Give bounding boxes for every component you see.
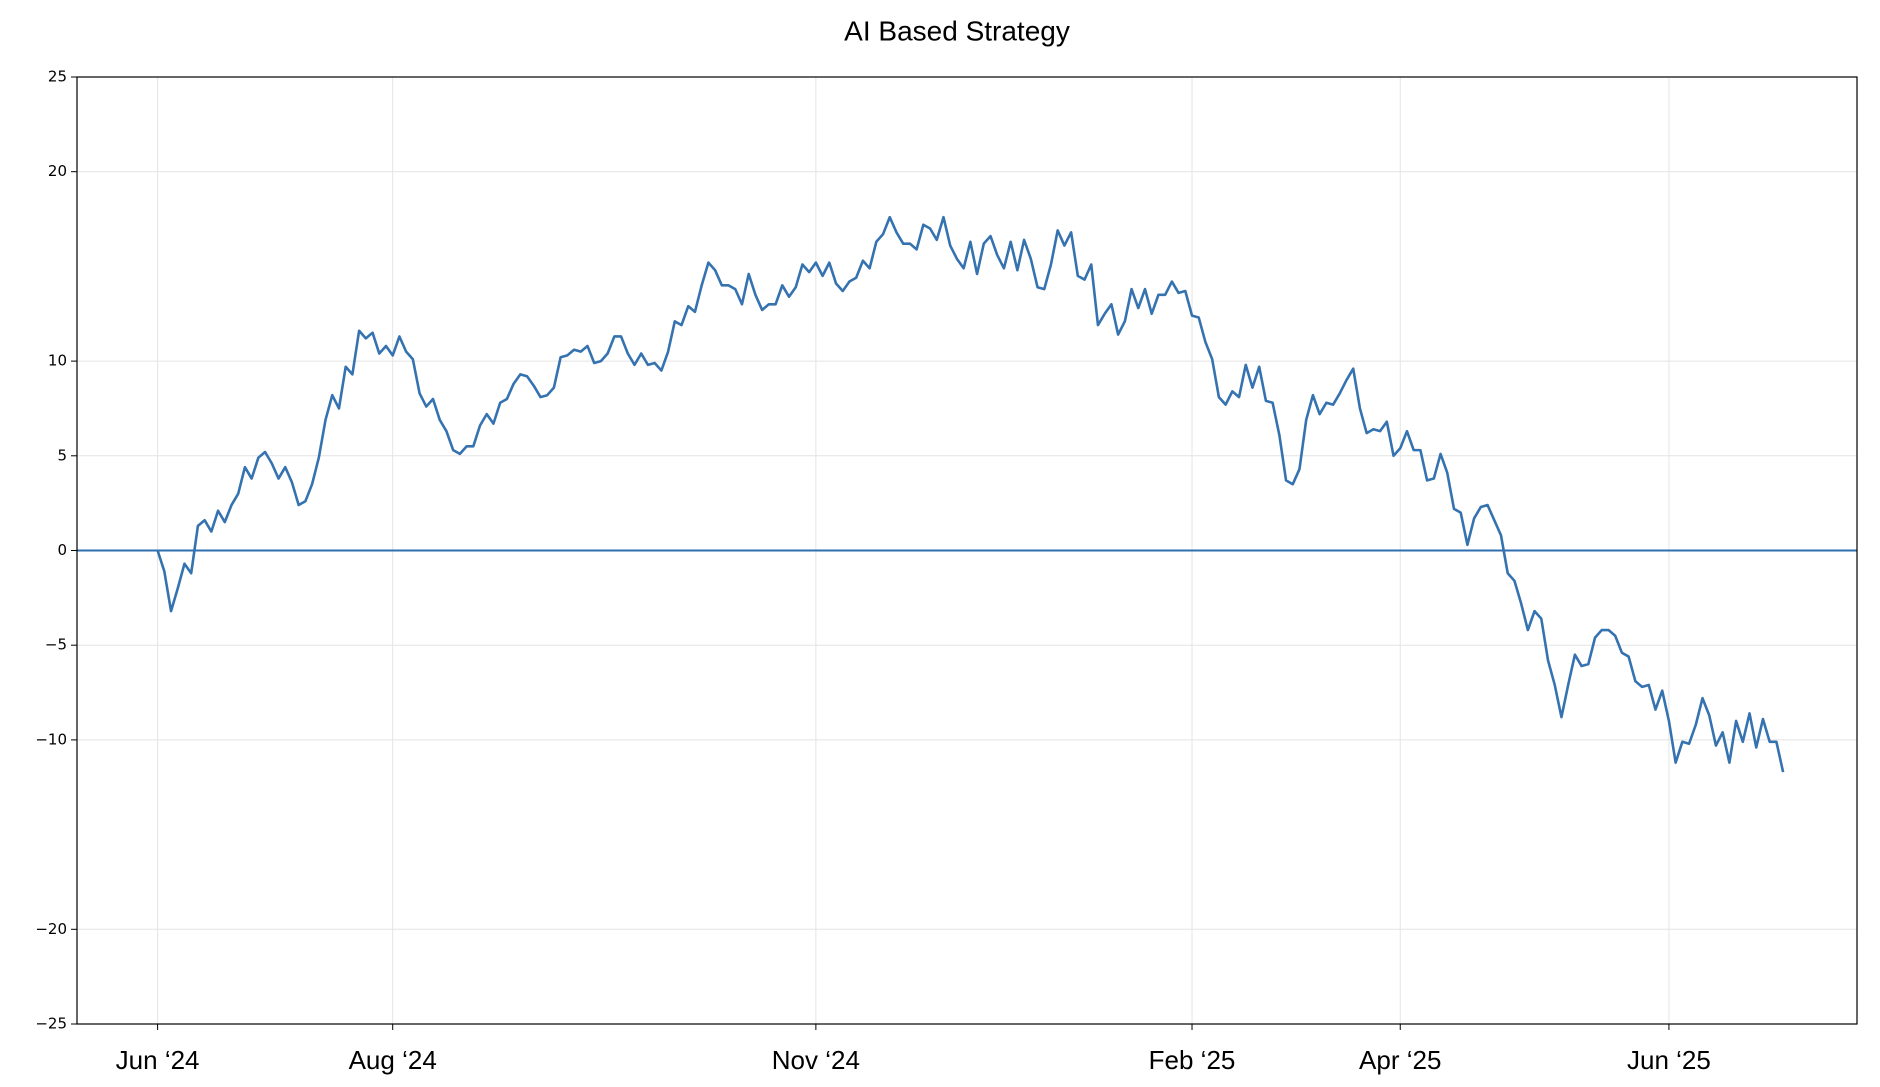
y-tick-label: 5 xyxy=(57,446,67,464)
y-tick-label: 25 xyxy=(48,68,67,86)
y-tick-label: 10 xyxy=(48,352,67,370)
y-tick-label: 0 xyxy=(57,541,67,559)
y-tick-label: −25 xyxy=(35,1015,67,1033)
x-tick-label: Jun ‘25 xyxy=(1627,1045,1711,1075)
data-line xyxy=(156,215,1785,773)
y-tick-label: −20 xyxy=(35,920,67,938)
y-tick-label: −5 xyxy=(45,636,67,654)
x-tick-label: Nov ‘24 xyxy=(772,1045,860,1075)
y-tick-label: 20 xyxy=(48,162,67,180)
x-tick-label: Apr ‘25 xyxy=(1359,1045,1441,1075)
x-tick-label: Jun ‘24 xyxy=(116,1045,200,1075)
chart-title: AI Based Strategy xyxy=(844,15,1070,46)
plot-frame xyxy=(76,76,1858,1025)
x-tick-label: Aug ‘24 xyxy=(349,1045,437,1075)
y-tick-label: −10 xyxy=(35,730,67,748)
x-tick-label: Feb ‘25 xyxy=(1149,1045,1236,1075)
